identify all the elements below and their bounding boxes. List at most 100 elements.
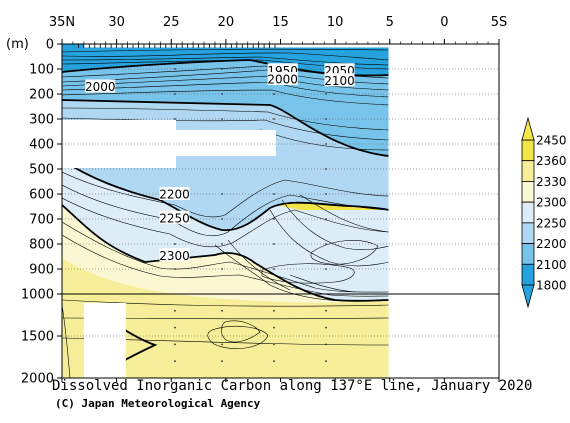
- contour-line: [310, 240, 379, 265]
- y-tick-label: 400: [29, 138, 54, 153]
- y-tick-label: 1500: [21, 330, 54, 345]
- sample-point: [221, 68, 223, 70]
- contour-line-bold: [62, 99, 390, 157]
- colorbar-segment: [521, 243, 535, 265]
- contour-label: 2300: [159, 249, 190, 263]
- sample-point: [273, 93, 275, 95]
- y-tick-label: 200: [29, 88, 54, 103]
- colorbar-segment: [521, 263, 535, 286]
- contour-label-bg: [159, 248, 190, 262]
- x-tick-label: 20: [218, 15, 235, 30]
- colorbar-label: 1800: [536, 279, 567, 293]
- x-tick-label: 35N: [49, 15, 75, 30]
- contour-label: 2200: [159, 188, 190, 202]
- contour-line: [62, 234, 390, 297]
- y-tick-label: 300: [29, 113, 54, 128]
- contour-line: [62, 48, 390, 53]
- contour-label-bg: [159, 187, 190, 200]
- contour-label-bg: [85, 79, 116, 93]
- contour-line: [62, 221, 390, 293]
- contour-label: 2000: [85, 80, 116, 94]
- y-tick-label: 500: [29, 163, 54, 178]
- sample-point: [174, 93, 176, 95]
- sample-point: [174, 343, 176, 346]
- y-tick-label: 900: [29, 263, 54, 278]
- sample-point: [325, 326, 327, 329]
- contour-label-bg: [267, 72, 298, 85]
- zone-mid-blue: [62, 60, 389, 156]
- sample-point: [325, 343, 327, 346]
- contour-line: [62, 107, 390, 131]
- y-axis-label: (m): [6, 37, 29, 52]
- sample-point: [273, 243, 275, 245]
- contour-label: 2250: [159, 211, 190, 225]
- sample-point: [273, 218, 275, 220]
- contour-line: [62, 52, 390, 61]
- contour-line: [62, 56, 390, 66]
- colorbar-segment: [521, 160, 535, 182]
- colorbar-label: 2330: [536, 175, 567, 189]
- sample-point: [221, 243, 223, 245]
- sample-point: [174, 68, 176, 70]
- contour-line: [269, 209, 390, 267]
- sample-point: [174, 326, 176, 329]
- contour-line-bold: [62, 204, 390, 302]
- x-tick-label: 25: [163, 15, 180, 30]
- sample-point: [221, 360, 223, 363]
- y-tick-label: 0: [46, 38, 54, 53]
- contour-label-bg: [159, 210, 190, 224]
- contour-line: [207, 325, 269, 349]
- x-tick-label: 30: [108, 15, 125, 30]
- x-tick-label: 15: [272, 15, 289, 30]
- sample-point: [221, 218, 223, 220]
- colorbar-label: 2100: [536, 258, 567, 272]
- contour-label: 2000: [267, 73, 298, 87]
- sample-point: [273, 118, 275, 120]
- sample-point: [221, 193, 223, 195]
- sample-point: [221, 343, 223, 346]
- contour-line: [62, 81, 390, 98]
- sample-point: [221, 268, 223, 270]
- colorbar-label: 2300: [536, 196, 567, 210]
- sample-point: [273, 309, 275, 312]
- sample-point: [221, 326, 223, 329]
- no-data-region: [83, 303, 126, 378]
- sample-point: [273, 268, 275, 270]
- x-tick-label: 5: [386, 15, 394, 30]
- sample-point: [174, 309, 176, 312]
- x-tick-label: 0: [440, 15, 448, 30]
- chart-title: Dissolved Inorganic Carbon along 137°E l…: [52, 378, 533, 394]
- contour-line: [62, 117, 390, 141]
- sample-point: [325, 309, 327, 312]
- contour-line: [62, 75, 390, 91]
- contour-line: [221, 320, 261, 343]
- contour-line: [289, 274, 356, 293]
- sample-point: [273, 193, 275, 195]
- sample-point: [221, 309, 223, 312]
- colorbar-bottom-arrow: [521, 284, 535, 309]
- contour-line: [281, 199, 390, 250]
- zone-deep-low: [62, 44, 389, 76]
- contour-label: 2100: [324, 74, 355, 88]
- chart-credit: (C) Japan Meteorological Agency: [55, 397, 261, 410]
- contour-line-bold: [62, 159, 390, 232]
- x-tick-label: 10: [327, 15, 344, 30]
- colorbar-top-arrow: [521, 116, 535, 141]
- contour-label-bg: [324, 63, 355, 77]
- colorbar-segment: [521, 181, 535, 203]
- sample-point: [273, 343, 275, 346]
- colorbar-label: 2360: [536, 154, 567, 168]
- contour-line: [214, 244, 346, 302]
- sample-point: [221, 93, 223, 95]
- contour-label-bg: [324, 73, 355, 87]
- contour-line: [62, 184, 390, 236]
- y-tick-label: 600: [29, 188, 54, 203]
- sample-point: [174, 243, 176, 245]
- contour-line: [62, 299, 390, 307]
- sample-point: [273, 360, 275, 363]
- no-data-region: [176, 130, 276, 156]
- no-data-region: [389, 44, 499, 378]
- sample-point: [174, 360, 176, 363]
- y-tick-label: 100: [29, 63, 54, 78]
